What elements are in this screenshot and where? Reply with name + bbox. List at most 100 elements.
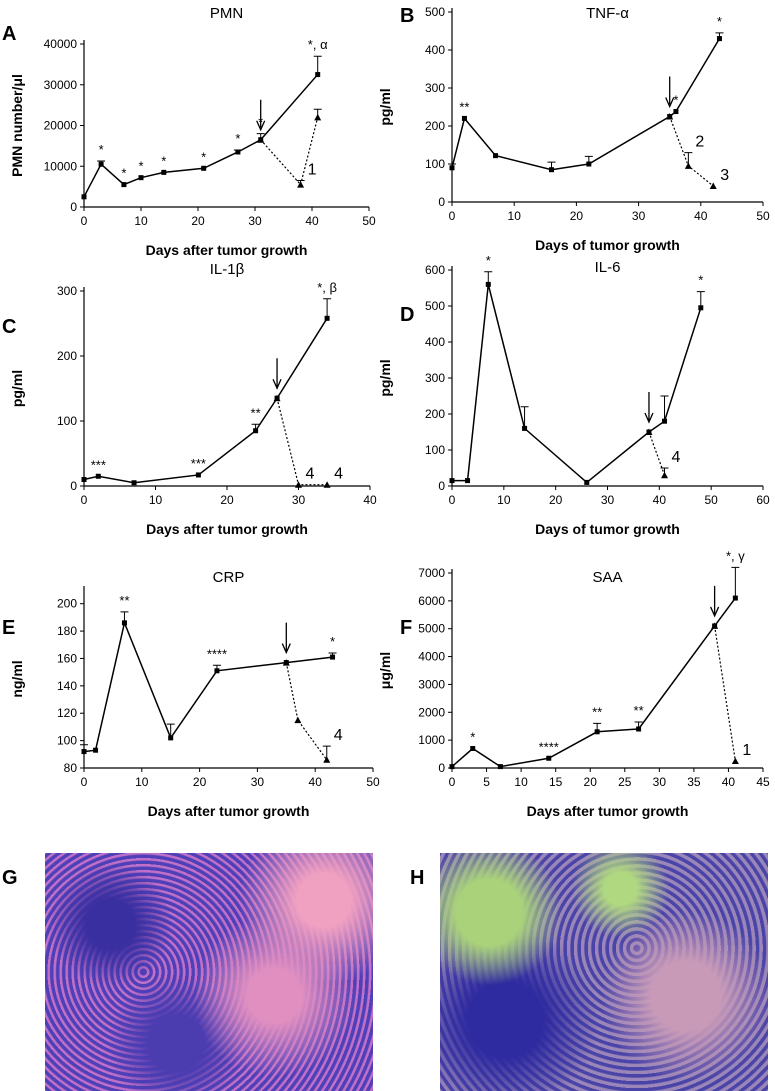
- data-point: [93, 747, 99, 753]
- y-tick-label: 300: [425, 81, 445, 95]
- x-tick-label: 30: [653, 775, 667, 789]
- x-tick-label: 40: [363, 493, 377, 507]
- error-bar: [520, 406, 529, 429]
- series-line: [669, 116, 714, 187]
- data-point: [282, 659, 290, 666]
- y-tick-label: 200: [57, 349, 77, 363]
- y-tick-label: 0: [70, 200, 77, 214]
- chart-title: SAA: [592, 569, 622, 586]
- data-point: [195, 472, 201, 478]
- x-tick-label: 40: [309, 775, 323, 789]
- y-tick-label: 400: [425, 43, 445, 57]
- data-point: [121, 182, 127, 188]
- y-tick-label: 80: [64, 761, 78, 775]
- data-point: [549, 167, 555, 173]
- y-tick-label: 300: [425, 371, 445, 385]
- y-tick-label: 2000: [418, 705, 445, 719]
- point-label: *: [330, 634, 335, 649]
- data-point: [461, 115, 467, 121]
- point-label: ***: [191, 456, 206, 471]
- point-label: *: [138, 159, 143, 174]
- y-tick-label: 100: [425, 157, 445, 171]
- x-axis-label: Days after tumor growth: [148, 803, 310, 819]
- y-tick-label: 100: [57, 734, 77, 748]
- x-axis-label: Days of tumor growth: [535, 237, 680, 253]
- y-tick-label: 0: [438, 479, 445, 493]
- series-line: [451, 597, 736, 768]
- treatment-arrow: [644, 392, 654, 424]
- data-point: [449, 764, 455, 770]
- panel-letter: A: [2, 23, 16, 45]
- data-point: [297, 181, 305, 188]
- x-tick-label: 40: [305, 214, 319, 228]
- y-tick-label: 160: [57, 651, 77, 665]
- point-label: ****: [539, 739, 559, 754]
- data-point: [253, 428, 259, 434]
- data-point: [294, 716, 302, 724]
- x-tick-label: 60: [756, 493, 770, 507]
- y-tick-label: 3000: [418, 677, 445, 691]
- x-tick-label: 0: [449, 209, 456, 223]
- point-label: *, β: [317, 280, 337, 295]
- x-tick-label: 30: [632, 209, 646, 223]
- x-tick-label: 15: [549, 775, 563, 789]
- treatment-arrow: [665, 76, 675, 109]
- point-label: *, γ: [726, 548, 745, 563]
- point-label: *: [121, 166, 126, 181]
- data-point: [497, 764, 503, 770]
- y-tick-label: 100: [57, 414, 77, 428]
- x-tick-label: 20: [191, 214, 205, 228]
- data-point: [698, 305, 704, 311]
- data-point: [485, 281, 491, 287]
- x-tick-label: 40: [653, 493, 667, 507]
- data-point: [661, 471, 669, 479]
- point-label: 2: [695, 134, 704, 151]
- x-tick-label: 40: [694, 209, 708, 223]
- data-point: [645, 428, 653, 435]
- y-tick-label: 140: [57, 679, 77, 693]
- point-label: *: [201, 149, 206, 164]
- point-label: 1: [308, 162, 317, 179]
- data-point: [711, 622, 719, 629]
- x-tick-label: 10: [514, 775, 528, 789]
- point-label: 4: [306, 466, 315, 483]
- y-tick-label: 400: [425, 335, 445, 349]
- treatment-arrow: [272, 358, 282, 390]
- x-tick-label: 0: [81, 775, 88, 789]
- data-point: [235, 149, 241, 155]
- data-point: [214, 668, 220, 674]
- y-tick-label: 100: [425, 443, 445, 457]
- x-tick-label: 25: [618, 775, 632, 789]
- x-tick-label: 10: [134, 214, 148, 228]
- point-label: *: [717, 14, 722, 29]
- y-tick-label: 500: [425, 5, 445, 19]
- data-point: [95, 473, 101, 479]
- x-tick-label: 10: [508, 209, 522, 223]
- data-point: [594, 729, 600, 735]
- data-point: [314, 113, 322, 121]
- data-point: [330, 654, 336, 660]
- data-point: [465, 478, 471, 484]
- y-tick-label: 4000: [418, 650, 445, 664]
- x-tick-label: 50: [756, 209, 770, 223]
- y-axis-label: μg/ml: [377, 652, 393, 689]
- y-tick-label: 200: [57, 597, 77, 611]
- x-tick-label: 20: [549, 493, 563, 507]
- point-label: **: [119, 593, 129, 608]
- panel-letter: F: [400, 617, 412, 639]
- y-tick-label: 200: [425, 119, 445, 133]
- treatment-arrow: [281, 622, 291, 655]
- data-point: [522, 425, 528, 431]
- data-point: [586, 161, 592, 167]
- data-point: [709, 182, 717, 190]
- point-label: 1: [742, 742, 751, 759]
- y-axis-label: PMN number/μl: [9, 74, 25, 177]
- y-tick-label: 120: [57, 706, 77, 720]
- x-tick-label: 10: [149, 493, 163, 507]
- panel-letter: E: [2, 617, 15, 639]
- point-label: **: [634, 703, 644, 718]
- data-point: [324, 315, 330, 321]
- series-line: [451, 38, 721, 171]
- data-point: [493, 153, 499, 159]
